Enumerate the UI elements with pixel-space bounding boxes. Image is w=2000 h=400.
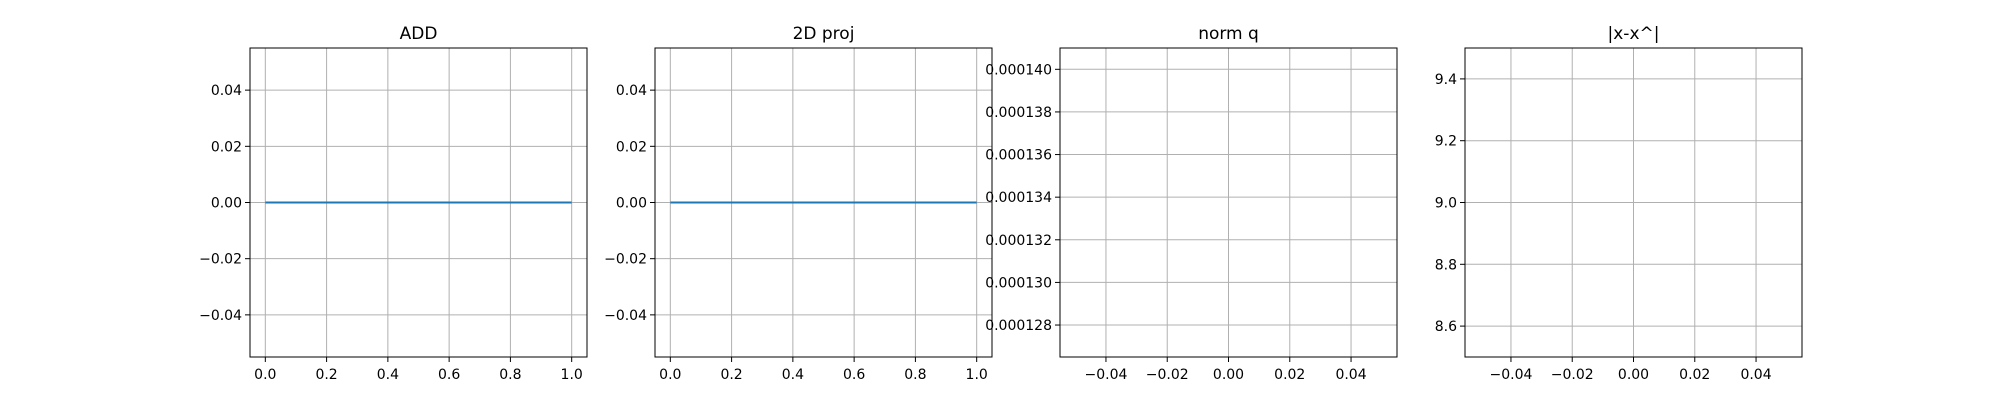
subplot-panels: 0.0 0.2 0.4 0.6 0.8 1.00.040.020.00−0.02−0.04… [199, 24, 1803, 383]
x-tick-label: 0.6 [438, 367, 460, 383]
y-tick-label: 0.02 [616, 139, 647, 155]
y-tick-label: −0.02 [604, 252, 647, 268]
subplot-title: ADD [400, 24, 438, 44]
y-tick-label: 0.000134 [985, 190, 1052, 206]
x-tick-label: 0.0 [254, 367, 276, 383]
subplot-1: 0.0 0.2 0.4 0.6 0.8 1.0 0.04 0.02 0.00 −0.02 −0.04… [199, 24, 588, 383]
y-tick-label: 8.8 [1435, 257, 1457, 273]
x-tick-label: −0.04 [1085, 367, 1128, 383]
y-tick-label: 9.4 [1435, 72, 1457, 88]
x-tick-label: 0.2 [720, 367, 742, 383]
x-tick-label: −0.02 [1146, 367, 1189, 383]
y-tick-label: 0.000140 [985, 62, 1052, 78]
subplot-3: −0.04 −0.02 0.00 0.02 0.04 0.000140 0.000138 0.… [985, 24, 1398, 383]
x-tick-label: 0.04 [1740, 367, 1771, 383]
x-tick-label: 0.8 [904, 367, 926, 383]
x-tick-label: −0.02 [1551, 367, 1594, 383]
subplot-2: 0.0 0.2 0.4 0.6 0.8 1.0 0.04 0.02 0.00 −0.02 −0.04… [604, 24, 993, 383]
y-tick-label: 0.000130 [985, 275, 1052, 291]
y-tick-label: 0.02 [211, 139, 242, 155]
x-tick-label: 0.04 [1335, 367, 1366, 383]
y-tick-label: 9.0 [1435, 196, 1457, 212]
x-tick-label: 1.0 [561, 367, 583, 383]
subplot-title: |x-x^| [1608, 24, 1660, 44]
x-tick-label: 0.4 [782, 367, 804, 383]
x-tick-label: 0.02 [1274, 367, 1305, 383]
y-tick-label: 0.000136 [985, 148, 1052, 164]
y-tick-label: 0.000128 [985, 318, 1052, 334]
x-tick-label: 0.00 [1213, 367, 1244, 383]
x-tick-label: 0.00 [1618, 367, 1649, 383]
y-tick-label: 0.00 [211, 196, 242, 212]
y-tick-label: −0.04 [199, 308, 242, 324]
x-tick-label: 0.8 [499, 367, 521, 383]
y-tick-label: −0.02 [199, 252, 242, 268]
y-tick-label: 9.2 [1435, 134, 1457, 150]
y-tick-label: 0.000138 [985, 105, 1052, 121]
y-tick-label: 8.6 [1435, 319, 1457, 335]
y-tick-label: 0.04 [211, 83, 242, 99]
x-tick-label: 0.2 [315, 367, 337, 383]
x-tick-label: 0.6 [843, 367, 865, 383]
x-tick-label: 1.0 [966, 367, 988, 383]
y-tick-label: −0.04 [604, 308, 647, 324]
subplot-title: norm q [1198, 24, 1259, 44]
subplot-title: 2D proj [793, 24, 855, 44]
y-tick-label: 0.04 [616, 83, 647, 99]
y-tick-label: 0.00 [616, 196, 647, 212]
subplot-4: −0.04 −0.02 0.00 0.02 0.04 9.4 9.2 9.0 8.8 8.6 |x-… [1435, 24, 1803, 383]
x-tick-label: −0.04 [1490, 367, 1533, 383]
x-tick-label: 0.02 [1679, 367, 1710, 383]
x-tick-label: 0.0 [659, 367, 681, 383]
x-tick-label: 0.4 [377, 367, 399, 383]
y-tick-label: 0.000132 [985, 233, 1052, 249]
